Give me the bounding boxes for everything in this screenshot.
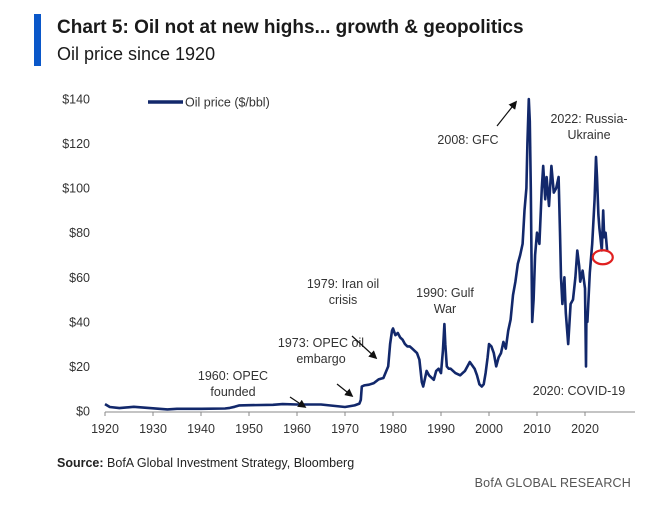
y-tick-label: $60	[69, 271, 90, 285]
chart-title: Chart 5: Oil not at new highs... growth …	[57, 17, 524, 38]
y-axis: $0 $20 $40 $60 $80 $100 $120 $140	[62, 93, 90, 419]
x-tick-label: 1940	[187, 422, 215, 436]
y-tick-label: $20	[69, 360, 90, 374]
x-tick-label: 1920	[91, 422, 119, 436]
annotation-label: 1990: Gulf War	[416, 286, 474, 316]
y-tick-label: $80	[69, 226, 90, 240]
source-label: Source:	[57, 456, 104, 470]
annotation-arrow	[289, 396, 307, 408]
oil-price-line	[104, 97, 609, 411]
annotation-label: 2022: Russia-Ukraine	[550, 112, 627, 142]
x-tick-label: 2000	[475, 422, 503, 436]
annotation-arrow	[336, 383, 354, 398]
x-tick-label: 1950	[235, 422, 263, 436]
y-tick-label: $140	[62, 93, 90, 107]
series-layer	[104, 97, 609, 411]
x-tick-label: 1990	[427, 422, 455, 436]
annotation-arrow	[496, 100, 518, 127]
y-tick-label: $100	[62, 182, 90, 196]
chart-subtitle: Oil price since 1920	[57, 44, 216, 64]
annotation-label: 1973: OPEC oil embargo	[278, 336, 364, 366]
legend: Oil price ($/bbl)	[148, 96, 270, 110]
y-tick-label: $0	[76, 405, 90, 419]
x-tick-label: 1930	[139, 422, 167, 436]
annotation-label: 2008: GFC	[437, 133, 498, 147]
x-tick-label: 1970	[331, 422, 359, 436]
annotation-layer: 1960: OPEC founded 1973: OPEC oil embargo 19…	[198, 100, 628, 408]
title-accent-bar	[34, 14, 41, 66]
x-axis: 1920 1930 1940 1950 1960 1970 1980 1990 2000 2010…	[91, 411, 635, 436]
legend-label: Oil price ($/bbl)	[185, 96, 270, 110]
annotation-arrow	[351, 335, 378, 360]
x-tick-label: 1980	[379, 422, 407, 436]
x-tick-label: 1960	[283, 422, 311, 436]
highlight-circle	[591, 249, 614, 266]
y-tick-label: $120	[62, 137, 90, 151]
source-text: BofA Global Investment Strategy, Bloombe…	[107, 456, 355, 470]
annotation-label: 1960: OPEC founded	[198, 369, 268, 399]
source-note: Source: BofA Global Investment Strategy,…	[57, 456, 354, 470]
x-tick-label: 2020	[571, 422, 599, 436]
annotation-label: 1979: Iran oil crisis	[307, 277, 379, 307]
annotation-label: 2020: COVID-19	[533, 384, 625, 398]
brand-label: BofA GLOBAL RESEARCH	[474, 476, 631, 490]
y-tick-label: $40	[69, 315, 90, 329]
x-tick-label: 2010	[523, 422, 551, 436]
